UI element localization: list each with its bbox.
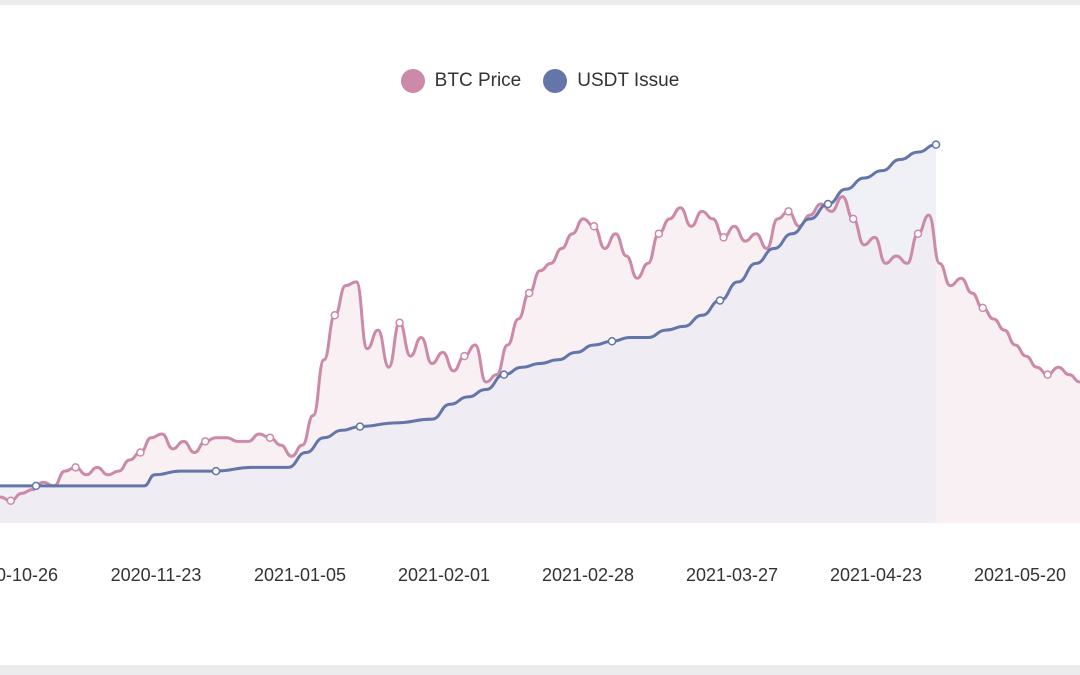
chart-svg: 2020-10-26 2020-11-23 2021-01-05 2021-02-01… <box>0 140 1080 585</box>
x-tick-label: 2021-01-05 <box>254 565 346 585</box>
usdt-data-point[interactable] <box>31 481 41 491</box>
btc-data-point[interactable] <box>719 233 728 242</box>
btc-data-point[interactable] <box>460 351 469 361</box>
btc-legend-label: BTC Price <box>434 70 522 91</box>
legend: BTC Price USDT Issue <box>0 69 1080 93</box>
usdt-legend-marker <box>543 69 568 93</box>
usdt-data-point[interactable] <box>823 199 833 209</box>
btc-data-point[interactable] <box>913 229 923 238</box>
btc-data-point[interactable] <box>589 222 599 231</box>
btc-data-point[interactable] <box>71 463 80 472</box>
usdt-data-point[interactable] <box>607 337 617 346</box>
x-tick-label: 2020-10-26 <box>0 565 58 585</box>
usdt-legend-label: USDT Issue <box>577 70 680 91</box>
usdt-area <box>0 144 936 523</box>
x-tick-label: 2021-04-23 <box>830 565 922 585</box>
btc-data-point[interactable] <box>330 311 340 320</box>
btc-data-point[interactable] <box>200 437 210 446</box>
x-tick-label: 2021-02-01 <box>398 565 490 585</box>
btc-data-point[interactable] <box>395 318 404 327</box>
btc-data-point[interactable] <box>978 303 988 313</box>
btc-data-point[interactable] <box>784 207 793 216</box>
usdt-data-point[interactable] <box>355 422 365 431</box>
legend-item-btc[interactable]: BTC Price <box>400 69 522 93</box>
x-tick-label: 2020-11-23 <box>111 565 202 585</box>
x-tick-label: 2021-05-20 <box>974 565 1066 585</box>
chart-panel: 2020-10-26 2020-11-23 2021-01-05 2021-02-01… <box>0 5 1080 665</box>
btc-legend-marker <box>400 69 425 93</box>
usdt-data-point[interactable] <box>499 370 509 379</box>
usdt-data-point[interactable] <box>715 296 725 305</box>
usdt-data-point[interactable] <box>931 140 941 149</box>
btc-data-point[interactable] <box>136 448 145 457</box>
btc-data-point[interactable] <box>654 229 664 238</box>
btc-data-point[interactable] <box>6 496 16 505</box>
btc-data-point[interactable] <box>524 288 534 298</box>
legend-item-usdt[interactable]: USDT Issue <box>543 69 679 93</box>
btc-data-point[interactable] <box>848 214 858 224</box>
usdt-data-point[interactable] <box>211 466 221 476</box>
x-tick-label: 2021-03-27 <box>686 565 778 585</box>
btc-data-point[interactable] <box>265 433 275 442</box>
btc-data-point[interactable] <box>1043 370 1052 379</box>
x-tick-label: 2021-02-28 <box>542 565 634 585</box>
btc-price-line[interactable] <box>0 195 1080 503</box>
